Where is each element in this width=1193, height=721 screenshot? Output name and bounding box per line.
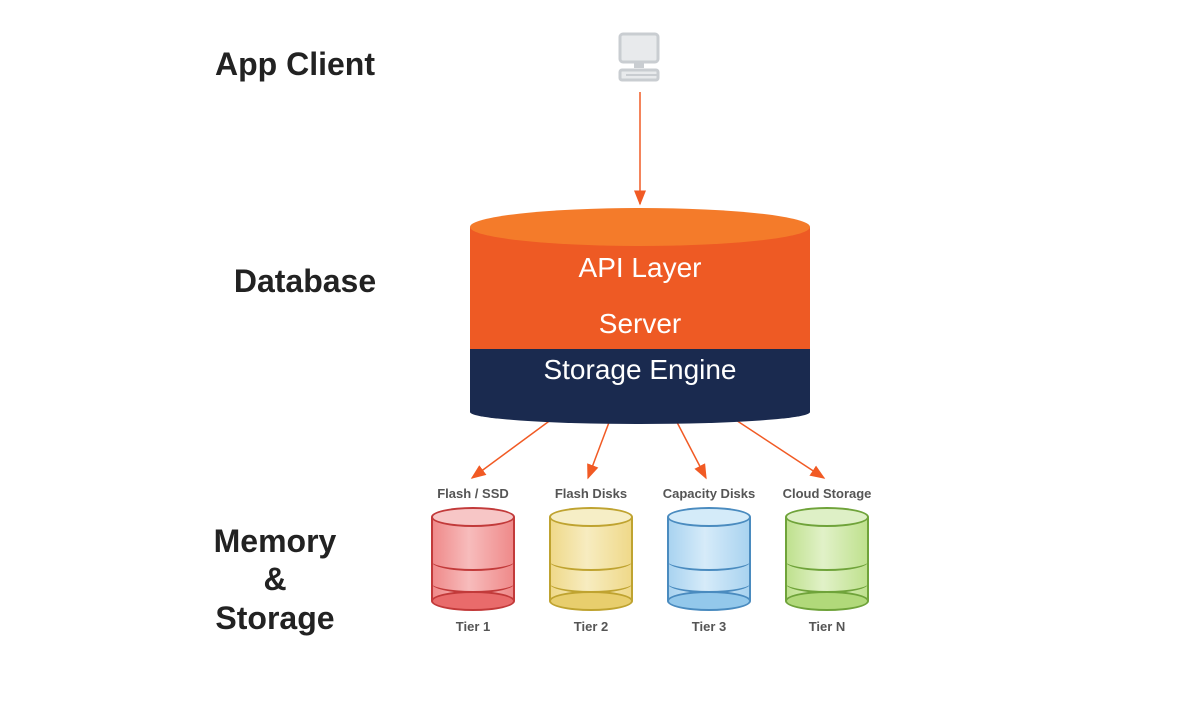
label-memory-line1: Memory	[214, 523, 337, 559]
tier-bottom-label: Tier 3	[654, 619, 764, 634]
storage-tier-4: Cloud Storage Tier N	[772, 486, 882, 634]
storage-tier-3: Capacity Disks Tier 3	[654, 486, 764, 634]
storage-tier-1: Flash / SSD Tier 1	[418, 486, 528, 634]
label-memory-line2: &	[263, 561, 286, 597]
tier-cylinder	[785, 507, 869, 611]
diagram-stage: App Client Database Memory & Storage API…	[0, 0, 1193, 721]
tier-cylinder	[549, 507, 633, 611]
label-memory-line3: Storage	[215, 600, 334, 636]
database-stack: API Layer Server Storage Engine	[470, 208, 810, 424]
computer-icon	[614, 30, 664, 90]
tier-top-label: Capacity Disks	[654, 486, 764, 501]
tier-top-label: Flash Disks	[536, 486, 646, 501]
label-database: Database	[215, 262, 395, 300]
label-app-client: App Client	[185, 45, 405, 83]
label-memory-storage: Memory & Storage	[165, 522, 385, 637]
monitor-icon	[620, 34, 658, 62]
tier-bottom-label: Tier N	[772, 619, 882, 634]
storage-tier-2: Flash Disks Tier 2	[536, 486, 646, 634]
tier-top-label: Cloud Storage	[772, 486, 882, 501]
db-top-ellipse	[470, 208, 810, 246]
tier-bottom-label: Tier 1	[418, 619, 528, 634]
db-bottom-curve	[470, 400, 810, 424]
tier-cylinder	[431, 507, 515, 611]
db-layer-server: Server	[470, 286, 810, 349]
tier-cylinder	[667, 507, 751, 611]
tier-bottom-label: Tier 2	[536, 619, 646, 634]
monitor-neck	[634, 62, 644, 68]
tier-top-label: Flash / SSD	[418, 486, 528, 501]
